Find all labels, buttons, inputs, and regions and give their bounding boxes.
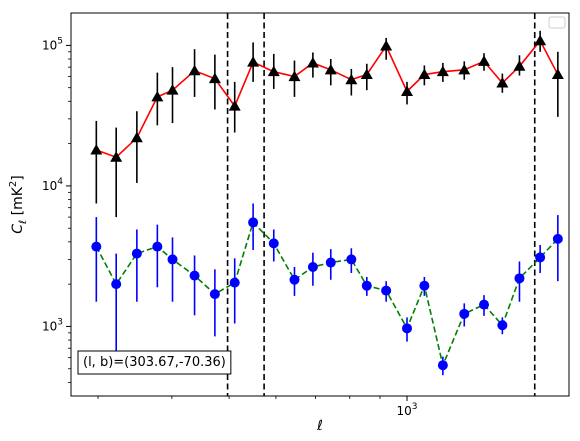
data-point-0-22 — [513, 60, 526, 71]
x-tick-label-0: 103 — [396, 402, 417, 418]
data-point-0-18 — [436, 65, 449, 77]
data-point-1-21 — [497, 320, 508, 331]
axis-ticks: 103 104 105 103 — [42, 36, 418, 418]
annotation-box — [77, 350, 232, 375]
axes-border — [70, 12, 570, 397]
series-0 — [90, 30, 564, 218]
data-point-0-11 — [306, 56, 319, 68]
data-point-0-12 — [324, 63, 337, 75]
data-point-1-13 — [346, 254, 357, 265]
data-point-1-11 — [307, 261, 318, 272]
y-tick-label-1: 104 — [42, 177, 63, 193]
data-point-1-14 — [361, 280, 372, 291]
data-point-1-24 — [552, 233, 563, 244]
series-line-0 — [96, 39, 559, 159]
data-point-1-15 — [381, 285, 392, 296]
data-point-0-14 — [360, 68, 373, 80]
data-point-0-16 — [401, 85, 414, 96]
data-point-1-12 — [325, 257, 336, 268]
data-point-1-4 — [167, 254, 178, 265]
data-point-0-23 — [534, 34, 547, 46]
y-tick-label-0: 103 — [42, 317, 63, 333]
legend-box — [548, 16, 566, 29]
data-point-1-8 — [248, 217, 259, 228]
x-axis-label: ℓ — [316, 418, 323, 434]
series-1 — [91, 203, 563, 376]
data-point-0-20 — [478, 55, 491, 66]
data-point-0-0 — [90, 144, 103, 155]
plot-region — [90, 13, 564, 396]
data-point-1-17 — [419, 280, 430, 291]
series-line-1 — [95, 220, 559, 368]
data-point-0-13 — [345, 73, 358, 85]
data-point-0-5 — [188, 64, 201, 76]
data-point-1-9 — [268, 238, 279, 249]
data-point-1-22 — [514, 273, 525, 284]
data-point-0-15 — [380, 39, 393, 51]
data-point-0-21 — [496, 76, 509, 88]
data-point-1-10 — [289, 274, 300, 285]
data-point-0-24 — [551, 68, 564, 80]
annotation-text: (l, b)=(303.67,-70.36) — [83, 355, 226, 370]
y-tick-label-2: 105 — [42, 36, 63, 52]
data-point-1-16 — [402, 323, 413, 334]
data-point-0-10 — [288, 70, 301, 82]
data-point-1-5 — [189, 270, 200, 281]
data-point-1-19 — [459, 308, 470, 319]
data-point-1-6 — [209, 289, 220, 300]
data-point-1-0 — [91, 241, 102, 252]
data-point-0-17 — [418, 68, 431, 80]
data-point-1-2 — [131, 248, 142, 259]
data-point-0-8 — [247, 56, 260, 67]
data-point-1-23 — [535, 252, 546, 263]
data-point-1-20 — [479, 299, 490, 310]
data-point-0-7 — [228, 100, 241, 111]
axes-frame — [70, 12, 570, 397]
data-point-0-1 — [110, 151, 123, 162]
data-point-1-1 — [111, 279, 122, 290]
data-point-1-18 — [437, 360, 448, 371]
data-point-0-9 — [267, 65, 280, 77]
data-point-1-3 — [152, 241, 163, 252]
annotation: (l, b)=(303.67,-70.36) — [77, 350, 232, 375]
legend — [548, 16, 566, 29]
axis-labels: ℓ Cℓ [mK2] — [8, 175, 323, 434]
data-point-0-2 — [130, 131, 143, 143]
data-point-0-19 — [458, 63, 471, 75]
data-point-0-3 — [151, 90, 164, 102]
data-point-1-7 — [229, 277, 240, 288]
data-point-0-6 — [208, 72, 221, 84]
y-axis-label: Cℓ [mK2] — [8, 175, 29, 234]
data-point-0-4 — [166, 84, 179, 95]
